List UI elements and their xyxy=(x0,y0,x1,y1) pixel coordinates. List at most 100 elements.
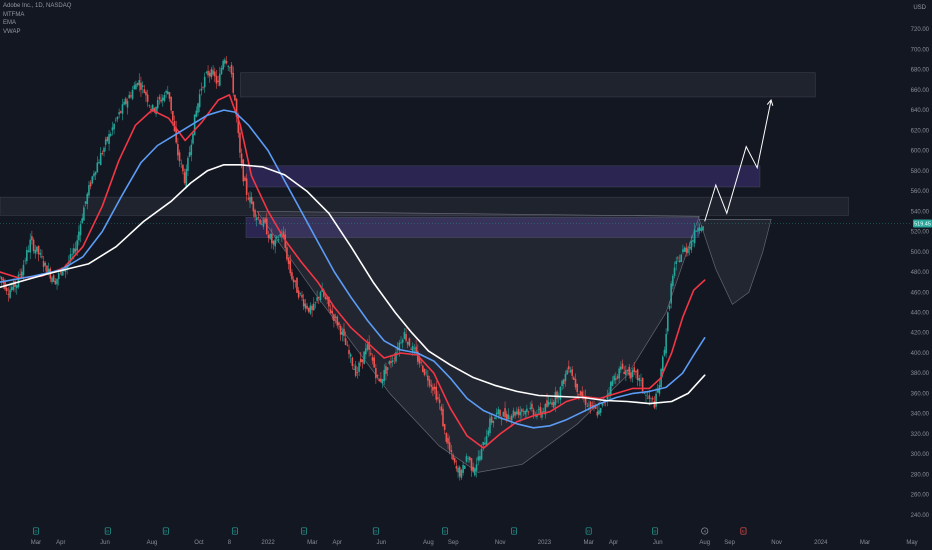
candle-body xyxy=(514,411,516,416)
projection-arrowhead xyxy=(766,98,774,106)
candle-body xyxy=(564,373,567,382)
candle-body xyxy=(452,454,454,460)
dividend-event-marker[interactable] xyxy=(372,527,379,535)
y-tick-label: 380.00 xyxy=(911,371,930,377)
candle-body xyxy=(450,450,453,453)
candle-body xyxy=(484,442,486,445)
candle-body xyxy=(138,80,141,86)
candle-body xyxy=(235,99,238,117)
candle-body xyxy=(329,309,332,313)
candle-body xyxy=(672,275,674,287)
candle-body xyxy=(381,379,384,384)
dividend-event-marker[interactable] xyxy=(441,527,448,535)
candle-body xyxy=(166,91,169,95)
candle-body xyxy=(410,348,412,350)
candle-body xyxy=(606,394,609,400)
candle-body xyxy=(145,91,147,96)
candle-body xyxy=(91,176,94,184)
indicator-mtfma[interactable]: MTFMA xyxy=(3,11,25,18)
candle-body xyxy=(272,240,275,245)
candle-body xyxy=(17,274,20,288)
dividend-event-marker[interactable] xyxy=(511,527,517,535)
y-tick-label: 240.00 xyxy=(911,513,930,519)
candle-body xyxy=(646,398,649,400)
candle-body xyxy=(472,466,474,472)
candle-body xyxy=(344,338,347,346)
y-tick-label: 500.00 xyxy=(911,250,930,256)
indicator-vwap[interactable]: VWAP xyxy=(3,28,21,35)
lines-layer xyxy=(0,94,706,449)
dividend-event-marker[interactable] xyxy=(652,527,658,535)
candle-body xyxy=(688,247,691,249)
candle-body xyxy=(185,168,188,187)
candle-body xyxy=(517,409,520,415)
candle-body xyxy=(651,398,654,400)
candle-body xyxy=(351,357,354,366)
dividend-event-label: D xyxy=(513,529,516,534)
candle-body xyxy=(353,368,355,370)
earnings-event-marker[interactable] xyxy=(740,527,747,535)
candle-body xyxy=(200,88,203,91)
candle-body xyxy=(435,386,438,400)
dividend-event-marker[interactable] xyxy=(104,527,111,535)
candle-body xyxy=(26,249,28,262)
candle-body xyxy=(88,185,90,196)
candle-body xyxy=(475,464,478,471)
candle-body xyxy=(210,69,213,78)
candle-body xyxy=(148,105,151,106)
events-layer[interactable]: D D D D D D D D D D 4 E xyxy=(32,527,747,535)
candle-body xyxy=(620,366,622,370)
dividend-event-marker[interactable] xyxy=(585,527,592,535)
x-tick-label: Nov xyxy=(495,540,506,546)
candle-body xyxy=(56,278,58,285)
candle-body xyxy=(128,95,130,99)
candle-body xyxy=(479,456,481,461)
dividend-event-marker[interactable] xyxy=(301,527,307,535)
candle-body xyxy=(289,260,292,274)
candle-body xyxy=(670,283,672,304)
zone-2 xyxy=(0,196,849,216)
candle-body xyxy=(291,272,293,280)
candle-body xyxy=(702,226,704,231)
candle-body xyxy=(257,217,260,218)
ema_mid-line xyxy=(0,109,706,429)
candle-body xyxy=(527,411,530,413)
y-tick-label: 420.00 xyxy=(911,331,930,337)
time-axis[interactable]: Mar Apr Jun Aug Oct 8 2022 Mar Apr Jun Aug Sep Nov 20… xyxy=(31,540,918,546)
candle-body xyxy=(46,265,48,275)
candle-body xyxy=(370,353,372,355)
symbol-title[interactable]: Adobe Inc., 1D, NASDAQ xyxy=(3,3,72,9)
candle-body xyxy=(386,367,389,371)
dividend-event-marker[interactable] xyxy=(162,527,169,535)
dividend-event-marker[interactable] xyxy=(231,527,238,535)
indicator-ema[interactable]: EMA xyxy=(3,20,17,26)
candle-body xyxy=(224,59,226,64)
candle-body xyxy=(158,96,161,100)
candle-body xyxy=(489,418,491,434)
y-tick-label: 720.00 xyxy=(911,27,930,33)
candle-body xyxy=(125,98,127,104)
candle-body xyxy=(648,395,651,399)
candle-body xyxy=(378,379,381,382)
split-event-marker[interactable] xyxy=(701,527,709,535)
currency-label[interactable]: USD xyxy=(913,5,926,11)
candle-body xyxy=(304,303,307,309)
candle-body xyxy=(408,338,411,346)
candle-body xyxy=(447,437,449,444)
candle-body xyxy=(59,271,62,273)
candle-body xyxy=(532,409,535,416)
candle-body xyxy=(346,345,349,346)
price-axis[interactable]: 240.00 260.00 280.00 300.00 320.00 340.00 360.… xyxy=(911,27,930,519)
candle-body xyxy=(477,456,480,461)
candle-body xyxy=(541,411,543,418)
candle-body xyxy=(41,256,43,258)
candle-body xyxy=(552,401,555,408)
candle-body xyxy=(19,273,21,275)
dividend-event-marker[interactable] xyxy=(32,527,39,535)
candle-body xyxy=(111,127,114,131)
y-tick-label: 280.00 xyxy=(911,472,930,478)
candle-body xyxy=(549,402,552,404)
candle-body xyxy=(336,316,339,326)
candle-body xyxy=(376,374,379,377)
